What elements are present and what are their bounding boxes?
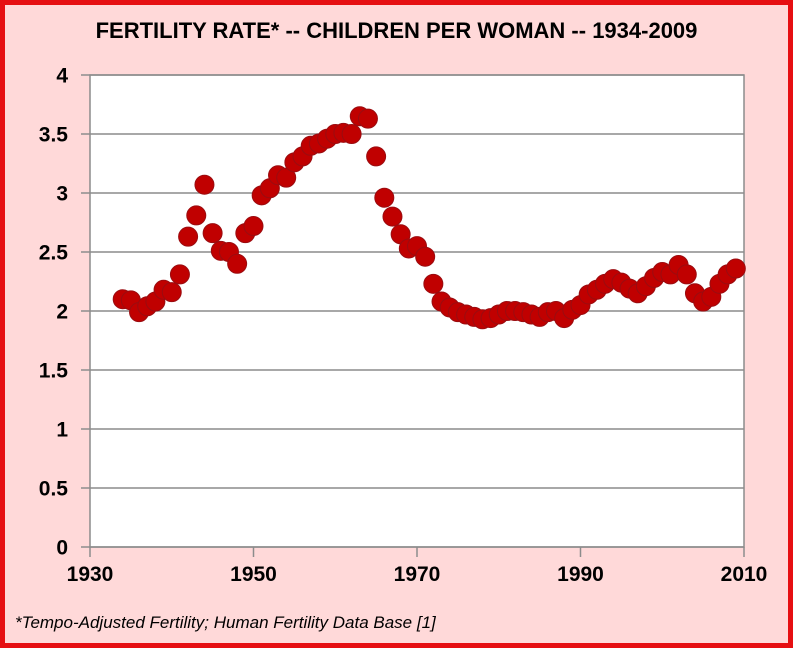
data-point (169, 264, 190, 285)
data-point (276, 167, 297, 188)
chart-title: FERTILITY RATE* -- CHILDREN PER WOMAN --… (95, 18, 698, 43)
y-tick-label: 1.5 (39, 360, 69, 383)
data-point (227, 253, 248, 274)
data-point (374, 187, 395, 208)
y-tick-label: 2.5 (39, 242, 69, 265)
data-point (161, 282, 182, 303)
y-tick-label: 0.5 (39, 478, 69, 501)
x-tick-label: 1970 (394, 563, 441, 586)
data-point (366, 146, 387, 167)
x-tick-label: 1930 (67, 563, 114, 586)
y-tick-label: 1 (56, 419, 68, 442)
data-point (194, 174, 215, 195)
data-point (243, 216, 264, 237)
data-point (202, 223, 223, 244)
x-tick-label: 1990 (557, 563, 604, 586)
x-tick-label: 1950 (230, 563, 277, 586)
data-point (382, 206, 403, 227)
data-point (178, 226, 199, 247)
data-point (186, 205, 207, 226)
y-tick-label: 0 (56, 537, 68, 560)
data-point (341, 124, 362, 144)
y-tick-label: 2 (56, 301, 68, 324)
data-point (725, 258, 746, 279)
data-point (423, 273, 444, 294)
chart-canvas: 0 0.5 1 1.5 2 2.5 3 3.5 4 1930 1950 1970 1990 2010 (39, 65, 768, 586)
x-tick-label: 2010 (721, 563, 768, 586)
y-tick-label: 4 (56, 65, 68, 88)
y-tick-label: 3.5 (39, 124, 69, 147)
data-point (415, 246, 436, 267)
y-tick-label: 3 (56, 183, 68, 206)
data-point (357, 108, 378, 129)
chart-footnote: *Tempo-Adjusted Fertility; Human Fertili… (15, 613, 436, 632)
data-point (676, 264, 697, 285)
